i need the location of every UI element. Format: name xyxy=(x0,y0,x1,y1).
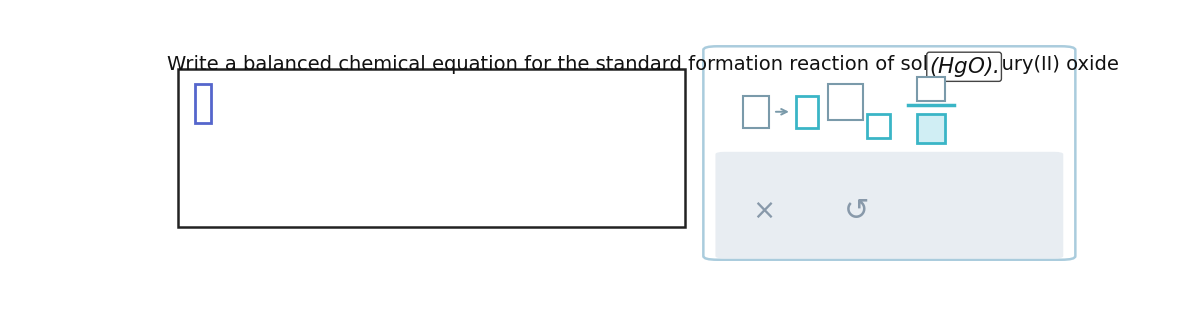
Text: $\mathregular{(HgO)}$.: $\mathregular{(HgO)}$. xyxy=(929,55,998,79)
FancyBboxPatch shape xyxy=(715,152,1063,259)
FancyBboxPatch shape xyxy=(703,46,1075,260)
Bar xyxy=(178,69,685,227)
FancyBboxPatch shape xyxy=(866,114,890,139)
FancyBboxPatch shape xyxy=(828,84,863,120)
Text: ↺: ↺ xyxy=(844,197,870,226)
Text: Write a balanced chemical equation for the standard formation reaction of solid : Write a balanced chemical equation for t… xyxy=(167,55,1124,74)
FancyBboxPatch shape xyxy=(917,77,946,101)
Bar xyxy=(194,84,211,123)
FancyBboxPatch shape xyxy=(796,96,817,128)
Text: ×: × xyxy=(752,197,775,225)
FancyBboxPatch shape xyxy=(917,114,946,143)
FancyBboxPatch shape xyxy=(743,96,769,128)
